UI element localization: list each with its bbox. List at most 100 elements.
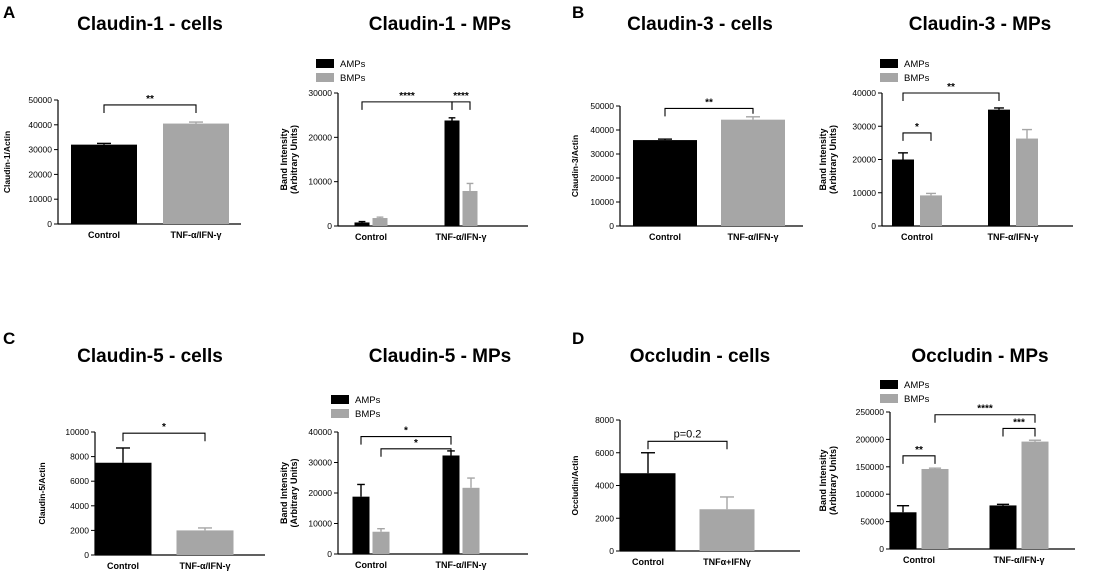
bar <box>721 119 785 226</box>
chart-a_cells: Claudin-1 - cells 0 10000 20000 30000 40000 50… <box>2 14 241 240</box>
x-tick-label: Control <box>903 555 935 565</box>
x-tick-label: Control <box>107 561 139 571</box>
chart-c_cells: Claudin-5 - cells 0 2000 4000 6000 8000 10000 C… <box>37 346 265 571</box>
legend-swatch <box>880 380 898 389</box>
y-tick-label: 8000 <box>70 452 89 462</box>
y-axis-label: Band Intensity <box>279 128 289 190</box>
y-axis-label: Claudin-3/Actin <box>570 135 580 197</box>
legend-label: AMPs <box>904 59 930 70</box>
y-tick-label: 50000 <box>28 95 52 105</box>
significance-bracket <box>361 101 453 110</box>
panel-letter-b: B <box>572 3 584 22</box>
y-tick-label: 0 <box>84 550 89 560</box>
y-tick-label: 6000 <box>595 448 614 458</box>
y-tick-label: 40000 <box>590 125 614 135</box>
legend-swatch <box>880 59 898 68</box>
significance-bracket <box>103 104 197 113</box>
legend-label: AMPs <box>340 59 366 70</box>
y-tick-label: 250000 <box>856 407 885 417</box>
y-tick-label: 0 <box>879 544 884 554</box>
x-tick-label: TNF-α/IFN-γ <box>179 561 230 571</box>
bar <box>94 462 152 555</box>
bar <box>889 512 917 549</box>
chart-title: Claudin-3 - cells <box>627 14 773 35</box>
y-tick-label: 20000 <box>28 169 52 179</box>
significance-bracket <box>664 107 754 117</box>
significance-bracket <box>122 432 206 442</box>
y-tick-label: 30000 <box>590 149 614 159</box>
bar <box>699 509 755 551</box>
chart-d_mps: Occludin - MPs 0 50000 100000 150000 200000 25… <box>818 346 1075 565</box>
y-tick-label: 6000 <box>70 476 89 486</box>
y-tick-label: 150000 <box>856 462 885 472</box>
x-tick-label: Control <box>649 232 681 242</box>
significance-label: ** <box>705 97 713 108</box>
x-tick-label: Control <box>901 232 933 242</box>
y-axis-label: Band Intensity <box>279 462 289 524</box>
significance-label: * <box>404 426 408 437</box>
y-tick-label: 2000 <box>595 513 614 523</box>
y-tick-label: 4000 <box>70 501 89 511</box>
y-tick-label: 20000 <box>590 173 614 183</box>
significance-label: * <box>162 422 166 433</box>
chart-title: Occludin - cells <box>630 346 770 367</box>
bar <box>352 496 370 554</box>
y-tick-label: 10000 <box>28 194 52 204</box>
bar <box>1016 138 1038 226</box>
bar <box>176 530 234 555</box>
significance-bracket <box>1002 427 1036 437</box>
charts-group: Claudin-1 - cells01000020000300004000050… <box>2 14 1075 571</box>
bar <box>989 505 1017 549</box>
significance-bracket <box>902 92 1000 101</box>
bar <box>442 455 460 554</box>
significance-bracket <box>647 440 728 450</box>
chart-title: Claudin-3 - MPs <box>909 14 1052 35</box>
bar <box>920 195 942 226</box>
legend-swatch <box>331 395 349 404</box>
chart-title: Claudin-5 - cells <box>77 346 223 367</box>
legend-label: BMPs <box>904 394 930 405</box>
x-tick-label: TNF-α/IFN-γ <box>727 232 778 242</box>
y-tick-label: 200000 <box>856 434 885 444</box>
y-axis-label: Band Intensity <box>818 128 828 190</box>
bar <box>633 140 697 226</box>
y-tick-label: 30000 <box>852 121 876 131</box>
y-tick-label: 10000 <box>308 519 332 529</box>
y-tick-label: 20000 <box>308 488 332 498</box>
y-axis-label: Claudin-5/Actin <box>37 462 47 524</box>
bar <box>372 218 388 226</box>
significance-label: * <box>414 438 418 449</box>
bar <box>444 120 460 226</box>
legend-swatch <box>880 73 898 82</box>
legend-label: BMPs <box>355 409 381 420</box>
bar <box>372 531 390 554</box>
chart-title: Occludin - MPs <box>911 346 1048 367</box>
panel-letter-a: A <box>3 3 15 22</box>
legend-label: AMPs <box>904 380 930 391</box>
y-axis-label-units: (Arbitrary Units) <box>289 125 299 194</box>
significance-bracket <box>902 132 932 141</box>
y-tick-label: 30000 <box>308 88 332 98</box>
significance-label: *** <box>1013 417 1025 428</box>
chart-title: Claudin-1 - cells <box>77 14 223 35</box>
chart-a_mps: Claudin-1 - MPs 0 10000 20000 30000 Band Inte… <box>279 14 528 242</box>
y-tick-label: 20000 <box>308 132 332 142</box>
significance-label: * <box>915 122 919 133</box>
significance-label: ** <box>146 94 154 105</box>
y-tick-label: 0 <box>871 221 876 231</box>
significance-bracket <box>380 448 452 457</box>
y-tick-label: 8000 <box>595 415 614 425</box>
significance-label: **** <box>399 91 415 102</box>
significance-label: ** <box>915 445 923 456</box>
x-tick-label: Control <box>88 230 120 240</box>
legend-swatch <box>316 73 334 82</box>
y-tick-label: 0 <box>609 546 614 556</box>
y-tick-label: 10000 <box>308 177 332 187</box>
y-axis-label: Claudin-1/Actin <box>2 131 12 193</box>
panel-letter-d: D <box>572 329 584 348</box>
y-tick-label: 10000 <box>65 427 89 437</box>
legend-label: BMPs <box>904 73 930 84</box>
bar <box>163 123 229 224</box>
legend-swatch <box>316 59 334 68</box>
x-tick-label: Control <box>355 232 387 242</box>
